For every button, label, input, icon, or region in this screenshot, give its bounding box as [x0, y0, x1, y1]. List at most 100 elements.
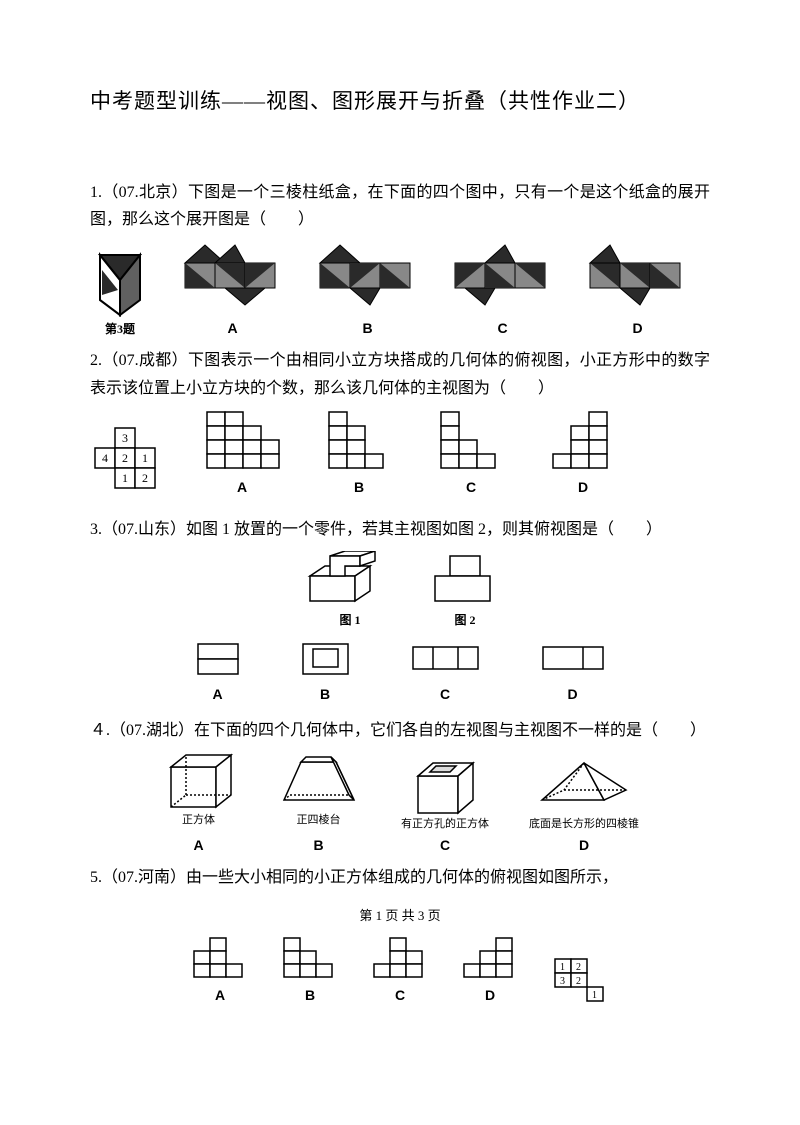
prism-icon	[90, 250, 150, 320]
front-view-d-icon	[548, 407, 618, 472]
q4-opt-b-label: B	[313, 834, 323, 856]
q4-shape-b-label: 正四棱台	[297, 812, 341, 830]
question-2: 2.（07.成都）下图表示一个由相同小立方块搭成的几何体的俯视图，小正方形中的数…	[90, 347, 710, 498]
q2-option-c: C	[436, 407, 506, 498]
cube-icon	[161, 752, 236, 812]
q2-text: 2.（07.成都）下图表示一个由相同小立方块搭成的几何体的俯视图，小正方形中的数…	[90, 347, 710, 401]
q3-fig2: 图 2	[430, 551, 500, 630]
net-d-icon	[585, 243, 690, 313]
q1-option-c: C	[450, 243, 555, 339]
svg-text:2: 2	[576, 962, 581, 973]
q5-opt-a-label: A	[215, 984, 225, 1006]
q2-opt-c-label: C	[466, 476, 476, 498]
q2-grid: 3 4 2 1 1 2	[90, 423, 160, 498]
q4-opt-a-label: A	[193, 834, 203, 856]
q1-stem-figure: 第3题	[90, 250, 150, 339]
q4-text: ４.（07.湖北）在下面的四个几何体中，它们各自的左视图与主视图不一样的是（ ）	[90, 717, 710, 744]
q3-option-a: A	[193, 639, 243, 705]
net-c-icon	[450, 243, 555, 313]
q5-opt-d-label: D	[485, 984, 495, 1006]
q5-grid: 1 2 3 2 1	[550, 956, 610, 1006]
q5-opt-b-label: B	[305, 984, 315, 1006]
net-a-icon	[180, 243, 285, 313]
top-a-icon	[193, 639, 243, 679]
svg-text:3: 3	[560, 976, 565, 987]
q3-option-b: B	[298, 639, 353, 705]
q1-option-a: A	[180, 243, 285, 339]
q4-opt-c-label: C	[440, 834, 450, 856]
q4-option-a: 正方体 A	[161, 752, 236, 856]
q3-option-c: C	[408, 639, 483, 705]
q4-option-b: 正四棱台 B	[276, 752, 361, 856]
q1-stem-label: 第3题	[105, 320, 135, 339]
svg-text:1: 1	[142, 451, 148, 465]
svg-text:1: 1	[560, 962, 565, 973]
q2-opt-a-label: A	[237, 476, 247, 498]
svg-text:3: 3	[122, 431, 128, 445]
top-b-icon	[298, 639, 353, 679]
front-view-icon	[430, 551, 500, 611]
q2-opt-b-label: B	[354, 476, 364, 498]
pyramid-icon	[534, 758, 634, 818]
q3-fig1: 图 1	[300, 551, 400, 630]
q5-option-d: D	[460, 935, 520, 1006]
front-view-b-icon	[324, 407, 394, 472]
q4-option-d: 底面是长方形的四棱锥 D	[529, 758, 639, 856]
q4-shape-d-label: 底面是长方形的四棱锥	[529, 818, 639, 830]
q4-shape-c-label: 有正方孔的正方体	[401, 818, 489, 830]
q3-opt-d-label: D	[567, 683, 577, 705]
page-title: 中考题型训练——视图、图形展开与折叠（共性作业二）	[90, 85, 710, 119]
question-3: 3.（07.山东）如图 1 放置的一个零件，若其主视图如图 2，则其俯视图是（ …	[90, 516, 710, 705]
top-c-icon	[408, 639, 483, 679]
q1-opt-b-label: B	[362, 317, 372, 339]
q1-opt-a-label: A	[227, 317, 237, 339]
svg-text:2: 2	[142, 471, 148, 485]
q3-text: 3.（07.山东）如图 1 放置的一个零件，若其主视图如图 2，则其俯视图是（ …	[90, 516, 710, 543]
q3-opt-c-label: C	[440, 683, 450, 705]
q3-fig1-label: 图 1	[339, 611, 360, 630]
q5-option-c: C	[370, 935, 430, 1006]
q5-text: 5.（07.河南）由一些大小相同的小正方体组成的几何体的俯视图如图所示，	[90, 864, 710, 891]
q5-top-grid-icon: 1 2 3 2 1	[550, 956, 610, 1006]
q2-option-d: D	[548, 407, 618, 498]
q3-opt-b-label: B	[320, 683, 330, 705]
svg-text:1: 1	[592, 990, 597, 1001]
frustum-icon	[276, 752, 361, 812]
q4-option-c: 有正方孔的正方体 C	[401, 758, 489, 856]
q2-option-b: B	[324, 407, 394, 498]
q2-option-a: A	[202, 407, 282, 498]
front-view-c-icon	[436, 407, 506, 472]
q5-a-icon	[190, 935, 250, 980]
front-view-a-icon	[202, 407, 282, 472]
cube-hole-icon	[408, 758, 483, 818]
top-d-icon	[538, 639, 608, 679]
q1-opt-c-label: C	[497, 317, 507, 339]
svg-text:2: 2	[576, 976, 581, 987]
part-3d-icon	[300, 551, 400, 611]
q3-opt-a-label: A	[212, 683, 222, 705]
top-view-grid-icon: 3 4 2 1 1 2	[90, 423, 160, 498]
q3-fig2-label: 图 2	[454, 611, 475, 630]
q4-shape-a-label: 正方体	[182, 812, 215, 830]
q5-opt-c-label: C	[395, 984, 405, 1006]
q3-option-d: D	[538, 639, 608, 705]
q1-text: 1.（07.北京）下图是一个三棱柱纸盒，在下面的四个图中，只有一个是这个纸盒的展…	[90, 179, 710, 233]
q5-figures: A B C D	[90, 935, 710, 1006]
q5-option-a: A	[190, 935, 250, 1006]
q1-opt-d-label: D	[632, 317, 642, 339]
q1-option-b: B	[315, 243, 420, 339]
q5-d-icon	[460, 935, 520, 980]
net-b-icon	[315, 243, 420, 313]
svg-text:4: 4	[102, 451, 108, 465]
svg-text:2: 2	[122, 451, 128, 465]
svg-text:1: 1	[122, 471, 128, 485]
q5-option-b: B	[280, 935, 340, 1006]
q5-c-icon	[370, 935, 430, 980]
question-5: 5.（07.河南）由一些大小相同的小正方体组成的几何体的俯视图如图所示，	[90, 864, 710, 891]
question-1: 1.（07.北京）下图是一个三棱柱纸盒，在下面的四个图中，只有一个是这个纸盒的展…	[90, 179, 710, 340]
q1-option-d: D	[585, 243, 690, 339]
q5-b-icon	[280, 935, 340, 980]
q4-opt-d-label: D	[579, 834, 589, 856]
q2-opt-d-label: D	[578, 476, 588, 498]
page-footer: 第 1 页 共 3 页	[90, 906, 710, 927]
